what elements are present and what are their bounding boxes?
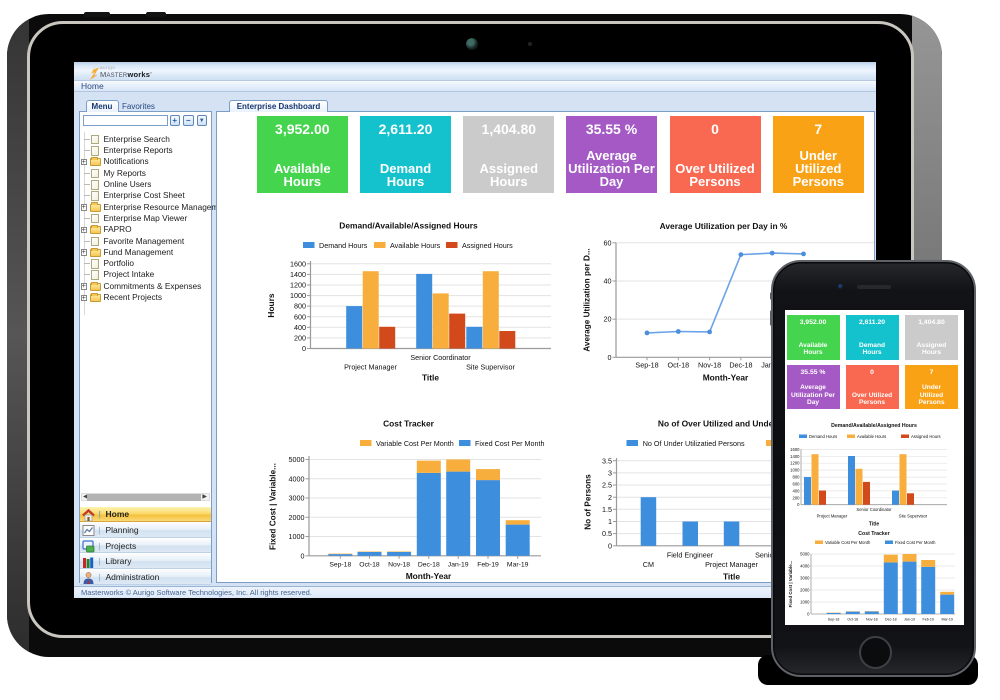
svg-text:Site Supervisor: Site Supervisor <box>466 363 515 372</box>
svg-text:Sep-18: Sep-18 <box>635 361 658 370</box>
svg-text:Feb-19: Feb-19 <box>922 617 933 621</box>
svg-text:5000: 5000 <box>800 551 810 556</box>
svg-text:Nov-18: Nov-18 <box>698 361 721 370</box>
svg-text:400: 400 <box>792 488 800 493</box>
svg-text:Oct-18: Oct-18 <box>359 562 380 569</box>
svg-text:1200: 1200 <box>790 460 800 465</box>
svg-text:Nov-18: Nov-18 <box>866 617 878 621</box>
svg-text:20: 20 <box>603 315 611 324</box>
svg-text:Variable Cost Per Month: Variable Cost Per Month <box>825 540 871 545</box>
svg-text:CM: CM <box>642 560 653 569</box>
svg-text:0: 0 <box>302 344 306 353</box>
svg-text:Senior Coordinator: Senior Coordinator <box>410 353 471 362</box>
svg-text:Feb-19: Feb-19 <box>477 562 499 569</box>
svg-text:Demand Hours: Demand Hours <box>319 241 368 250</box>
svg-text:Project Manager: Project Manager <box>705 560 758 569</box>
svg-text:0: 0 <box>607 353 611 362</box>
svg-text:0: 0 <box>300 551 304 560</box>
svg-text:Oct-18: Oct-18 <box>667 361 689 370</box>
svg-text:Title: Title <box>722 572 739 582</box>
svg-text:Jan-19: Jan-19 <box>447 562 468 569</box>
svg-text:1600: 1600 <box>290 259 306 268</box>
svg-text:3000: 3000 <box>288 494 304 503</box>
svg-text:40: 40 <box>603 277 611 286</box>
svg-text:2.5: 2.5 <box>602 481 612 490</box>
svg-text:600: 600 <box>792 481 800 486</box>
svg-text:1000: 1000 <box>800 599 810 604</box>
svg-text:0: 0 <box>807 611 810 616</box>
svg-text:1000: 1000 <box>790 467 800 472</box>
svg-text:2000: 2000 <box>288 513 304 522</box>
svg-text:Assigned Hours: Assigned Hours <box>911 434 941 439</box>
svg-text:Field Engineer: Field Engineer <box>666 551 713 560</box>
svg-text:1000: 1000 <box>290 291 306 300</box>
svg-text:Demand/Available/Assigned Hour: Demand/Available/Assigned Hours <box>339 221 478 231</box>
svg-text:Average Utilization per Day in: Average Utilization per Day in % <box>659 221 787 231</box>
svg-text:Fixed Cost Per Month: Fixed Cost Per Month <box>475 439 545 448</box>
svg-text:4000: 4000 <box>800 563 810 568</box>
svg-text:Variable Cost Per Month: Variable Cost Per Month <box>376 439 454 448</box>
svg-text:Senior Coordinator: Senior Coordinator <box>856 507 892 512</box>
svg-text:5000: 5000 <box>288 455 304 464</box>
svg-text:Sep-18: Sep-18 <box>827 617 839 621</box>
svg-text:600: 600 <box>294 312 306 321</box>
svg-text:Nov-18: Nov-18 <box>388 562 410 569</box>
svg-text:Project Manager: Project Manager <box>816 513 847 518</box>
svg-text:Mar-19: Mar-19 <box>941 617 952 621</box>
svg-text:Fixed Cost | Variable...: Fixed Cost | Variable... <box>788 560 793 607</box>
svg-text:1200: 1200 <box>290 281 306 290</box>
svg-text:1600: 1600 <box>790 446 800 451</box>
svg-text:Mar-19: Mar-19 <box>506 562 528 569</box>
svg-text:Oct-18: Oct-18 <box>847 617 858 621</box>
svg-text:1400: 1400 <box>290 270 306 279</box>
svg-text:Title: Title <box>868 521 879 527</box>
svg-text:Site Supervisor: Site Supervisor <box>898 513 927 518</box>
svg-text:Available Hours: Available Hours <box>390 241 441 250</box>
svg-text:800: 800 <box>792 474 800 479</box>
svg-text:Senior: Senior <box>755 551 776 560</box>
svg-text:Dec-18: Dec-18 <box>729 361 752 370</box>
svg-text:Assigned Hours: Assigned Hours <box>462 241 513 250</box>
svg-text:Month-Year: Month-Year <box>405 571 451 581</box>
svg-text:Sep-18: Sep-18 <box>329 562 351 569</box>
svg-text:Hours: Hours <box>266 293 276 318</box>
svg-text:Demand/Available/Assigned Hour: Demand/Available/Assigned Hours <box>831 423 917 429</box>
svg-text:0: 0 <box>608 541 612 550</box>
svg-text:Fixed Cost | Variable...: Fixed Cost | Variable... <box>268 463 277 550</box>
svg-text:Jan-19: Jan-19 <box>904 617 915 621</box>
svg-text:Month-Year: Month-Year <box>702 373 748 383</box>
svg-text:0: 0 <box>797 502 800 507</box>
svg-text:60: 60 <box>603 238 611 247</box>
svg-text:Available Hours: Available Hours <box>857 434 886 439</box>
svg-text:3.5: 3.5 <box>602 456 612 465</box>
svg-text:No of Over Utilized and Under: No of Over Utilized and Under Utilized P… <box>657 419 843 429</box>
svg-text:1: 1 <box>608 517 612 526</box>
svg-text:4000: 4000 <box>288 474 304 483</box>
svg-text:1400: 1400 <box>790 453 800 458</box>
svg-text:Dec-18: Dec-18 <box>885 617 897 621</box>
svg-text:Fixed Cost Per Month: Fixed Cost Per Month <box>895 540 936 545</box>
svg-text:Cost Tracker: Cost Tracker <box>858 531 889 537</box>
svg-text:2: 2 <box>608 493 612 502</box>
svg-text:Title: Title <box>421 373 438 383</box>
svg-text:800: 800 <box>294 302 306 311</box>
svg-text:1.5: 1.5 <box>602 505 612 514</box>
svg-text:400: 400 <box>294 323 306 332</box>
svg-text:No Of Under Utilizatied Person: No Of Under Utilizatied Persons <box>642 439 744 448</box>
svg-text:Project Manager: Project Manager <box>344 363 397 372</box>
svg-text:Average Utilization per D...: Average Utilization per D... <box>582 248 591 351</box>
svg-text:1000: 1000 <box>288 532 304 541</box>
svg-text:3000: 3000 <box>800 575 810 580</box>
svg-text:Cost Tracker: Cost Tracker <box>383 419 434 429</box>
svg-text:0.5: 0.5 <box>602 529 612 538</box>
svg-text:3: 3 <box>608 468 612 477</box>
svg-text:Dec-18: Dec-18 <box>417 562 439 569</box>
svg-text:Demand Hours: Demand Hours <box>809 434 837 439</box>
svg-text:No of Persons: No of Persons <box>583 474 592 530</box>
svg-text:200: 200 <box>294 334 306 343</box>
svg-text:2000: 2000 <box>800 587 810 592</box>
svg-text:200: 200 <box>792 495 800 500</box>
